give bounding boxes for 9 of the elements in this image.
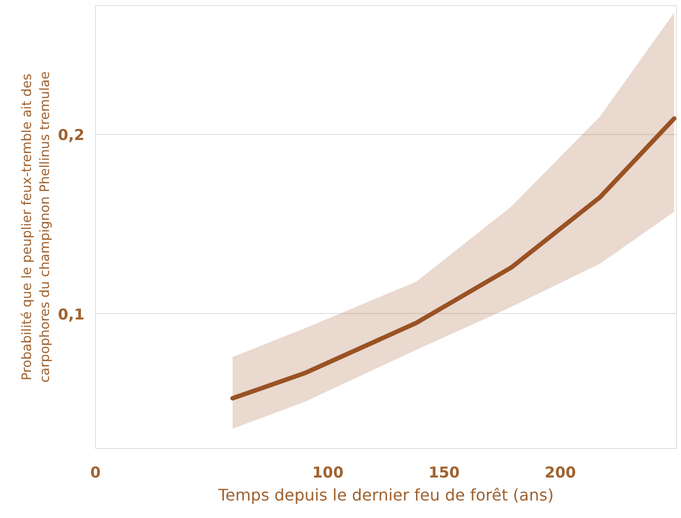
y-tick-label: 0,2 [58, 126, 85, 144]
x-tick-label: 0 [90, 464, 101, 482]
x-tick-label: 200 [544, 464, 576, 482]
x-axis-title: Temps depuis le dernier feu de forêt (ans) [217, 486, 554, 504]
y-axis-title: Probabilité que le peuplier feux-tremble ait des carpophores du champignon Phellinus tremulae [20, 71, 53, 383]
x-tick-label: 100 [312, 464, 344, 482]
line-series [230, 116, 676, 401]
y-tick-label: 0,1 [58, 305, 85, 324]
x-tick-label: 150 [428, 464, 460, 482]
